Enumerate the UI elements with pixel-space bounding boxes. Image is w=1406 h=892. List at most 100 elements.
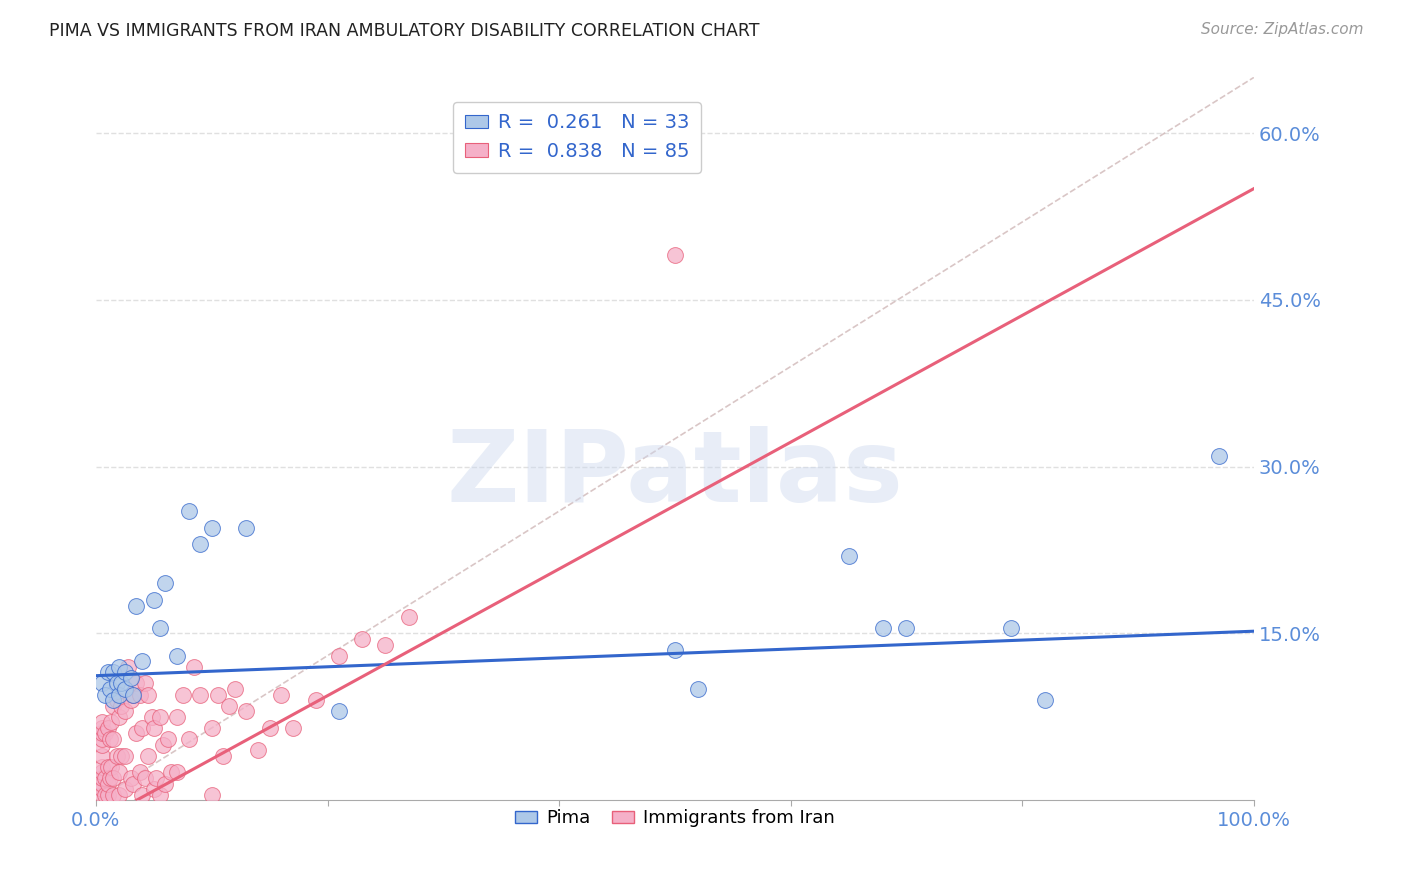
Point	[117, 660, 139, 674]
Point	[100, 715, 122, 730]
Point	[183, 660, 205, 674]
Point	[90, 721, 112, 735]
Point	[134, 676, 156, 690]
Point	[1035, 693, 1057, 707]
Point	[131, 654, 153, 668]
Point	[136, 688, 159, 702]
Point	[96, 665, 118, 680]
Point	[90, 676, 112, 690]
Point	[98, 681, 121, 696]
Point	[98, 771, 121, 785]
Point	[108, 688, 131, 702]
Point	[212, 748, 235, 763]
Point	[142, 593, 165, 607]
Point	[90, 738, 112, 752]
Point	[90, 788, 112, 802]
Point	[120, 771, 142, 785]
Point	[328, 704, 350, 718]
Point	[149, 710, 172, 724]
Point	[94, 788, 117, 802]
Point	[125, 599, 148, 613]
Point	[114, 665, 136, 680]
Point	[281, 721, 304, 735]
Point	[114, 704, 136, 718]
Point	[134, 771, 156, 785]
Point	[398, 609, 420, 624]
Point	[188, 688, 211, 702]
Point	[160, 765, 183, 780]
Point	[94, 688, 117, 702]
Point	[105, 748, 128, 763]
Point	[96, 776, 118, 790]
Point	[90, 715, 112, 730]
Point	[96, 788, 118, 802]
Point	[129, 688, 152, 702]
Point	[328, 648, 350, 663]
Point	[172, 688, 194, 702]
Text: PIMA VS IMMIGRANTS FROM IRAN AMBULATORY DISABILITY CORRELATION CHART: PIMA VS IMMIGRANTS FROM IRAN AMBULATORY …	[49, 22, 759, 40]
Point	[125, 726, 148, 740]
Point	[1208, 449, 1230, 463]
Point	[166, 710, 188, 724]
Point	[90, 726, 112, 740]
Point	[142, 782, 165, 797]
Point	[224, 681, 246, 696]
Point	[136, 748, 159, 763]
Point	[110, 748, 132, 763]
Point	[201, 721, 224, 735]
Point	[352, 632, 374, 646]
Point	[305, 693, 328, 707]
Point	[166, 648, 188, 663]
Point	[218, 698, 240, 713]
Point	[120, 671, 142, 685]
Point	[838, 549, 860, 563]
Point	[103, 693, 125, 707]
Point	[105, 676, 128, 690]
Point	[90, 732, 112, 747]
Point	[90, 776, 112, 790]
Point	[247, 743, 270, 757]
Point	[103, 771, 125, 785]
Point	[100, 760, 122, 774]
Point	[1000, 621, 1022, 635]
Text: ZIPatlas: ZIPatlas	[447, 426, 903, 524]
Point	[110, 698, 132, 713]
Point	[96, 721, 118, 735]
Text: Source: ZipAtlas.com: Source: ZipAtlas.com	[1201, 22, 1364, 37]
Point	[108, 765, 131, 780]
Point	[98, 732, 121, 747]
Point	[201, 521, 224, 535]
Point	[122, 688, 145, 702]
Point	[156, 732, 179, 747]
Point	[129, 765, 152, 780]
Point	[152, 738, 174, 752]
Point	[270, 688, 292, 702]
Point	[207, 688, 229, 702]
Point	[103, 788, 125, 802]
Point	[90, 782, 112, 797]
Point	[896, 621, 918, 635]
Point	[105, 693, 128, 707]
Point	[235, 704, 257, 718]
Point	[122, 776, 145, 790]
Point	[90, 760, 112, 774]
Point	[166, 765, 188, 780]
Point	[103, 732, 125, 747]
Point	[94, 771, 117, 785]
Legend: Pima, Immigrants from Iran: Pima, Immigrants from Iran	[508, 802, 842, 835]
Point	[155, 776, 177, 790]
Point	[131, 721, 153, 735]
Point	[103, 665, 125, 680]
Point	[664, 248, 686, 262]
Point	[149, 621, 172, 635]
Point	[201, 788, 224, 802]
Point	[114, 782, 136, 797]
Point	[374, 638, 396, 652]
Point	[103, 698, 125, 713]
Point	[94, 726, 117, 740]
Point	[149, 788, 172, 802]
Point	[122, 688, 145, 702]
Point	[235, 521, 257, 535]
Point	[110, 676, 132, 690]
Point	[125, 676, 148, 690]
